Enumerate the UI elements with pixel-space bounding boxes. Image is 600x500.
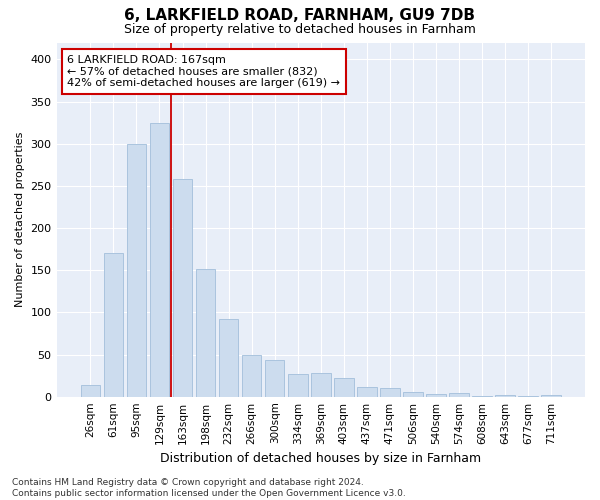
Bar [196,268,215,396]
Text: Contains HM Land Registry data © Crown copyright and database right 2024.
Contai: Contains HM Land Registry data © Crown c… [12,478,406,498]
Bar [403,392,423,396]
Bar [311,373,331,396]
Bar [127,144,146,396]
Bar [173,179,193,396]
Bar [149,122,169,396]
Text: 6, LARKFIELD ROAD, FARNHAM, GU9 7DB: 6, LARKFIELD ROAD, FARNHAM, GU9 7DB [125,8,476,22]
Bar [219,319,238,396]
Bar [242,354,262,397]
Bar [541,395,561,396]
Y-axis label: Number of detached properties: Number of detached properties [15,132,25,308]
Bar [104,254,123,396]
Bar [449,394,469,396]
Text: Size of property relative to detached houses in Farnham: Size of property relative to detached ho… [124,22,476,36]
Bar [288,374,308,396]
Bar [357,386,377,396]
Bar [426,394,446,396]
Bar [80,385,100,396]
X-axis label: Distribution of detached houses by size in Farnham: Distribution of detached houses by size … [160,452,481,465]
Bar [380,388,400,396]
Text: 6 LARKFIELD ROAD: 167sqm
← 57% of detached houses are smaller (832)
42% of semi-: 6 LARKFIELD ROAD: 167sqm ← 57% of detach… [67,55,340,88]
Bar [265,360,284,396]
Bar [496,395,515,396]
Bar [334,378,353,396]
